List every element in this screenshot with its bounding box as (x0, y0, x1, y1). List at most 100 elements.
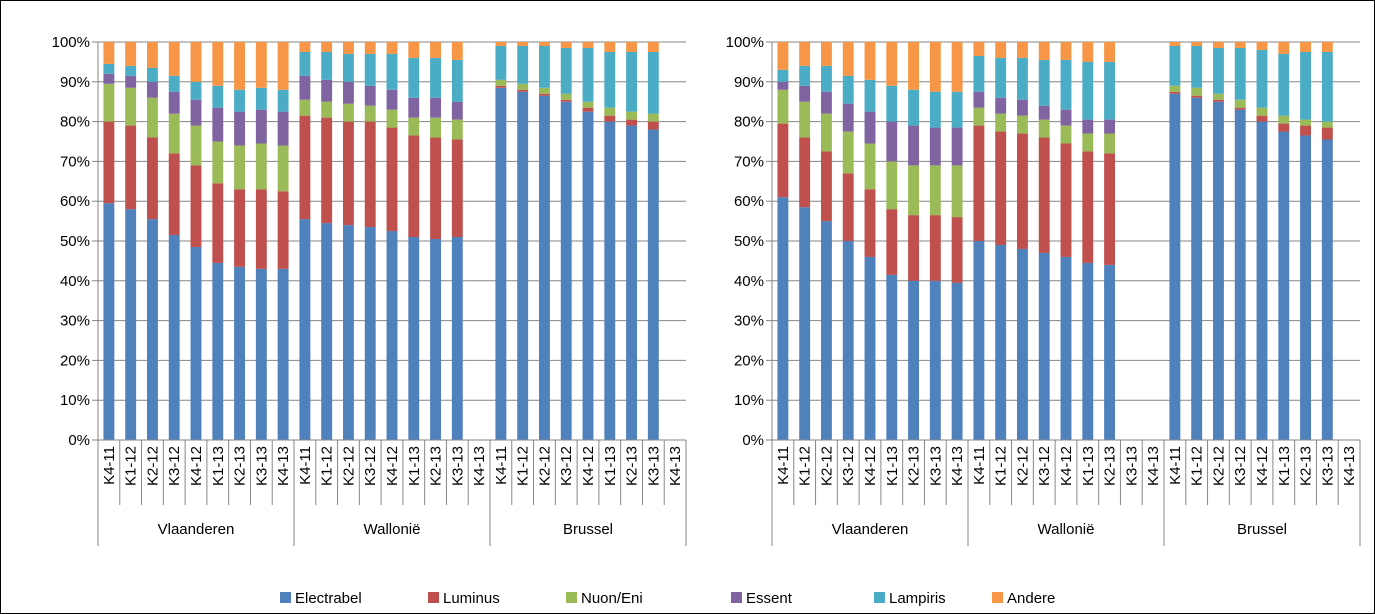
bar-segment-nuoneni (517, 83, 529, 90)
x-category-label: K2-13 (428, 446, 445, 486)
bar-segment-andere (364, 42, 376, 54)
bar-segment-luminus (255, 189, 267, 269)
bar-segment-luminus (539, 93, 550, 96)
bar-segment-lampiris (168, 75, 180, 92)
bar-segment-luminus (125, 125, 137, 210)
x-category-label: K4-12 (1058, 446, 1075, 486)
bar-segment-essent (908, 125, 919, 166)
bar-segment-lampiris (299, 51, 311, 76)
bar-segment-electrabel (1017, 248, 1028, 440)
bar-segment-andere (408, 42, 420, 58)
bar-segment-luminus (626, 119, 637, 126)
bar-segment-essent (864, 111, 876, 144)
bar-segment-electrabel (430, 239, 441, 440)
bar-segment-lampiris (951, 91, 963, 128)
bar-segment-lampiris (1038, 59, 1050, 106)
x-category-label: K3-13 (253, 446, 270, 486)
bar-segment-essent (386, 89, 398, 110)
bar-segment-luminus (1191, 95, 1203, 98)
x-category-label: K1-12 (993, 446, 1010, 486)
bar-segment-andere (864, 42, 876, 80)
bar-segment-essent (147, 81, 158, 98)
bar-segment-lampiris (1104, 61, 1115, 120)
bar-segment-luminus (1104, 153, 1115, 265)
x-category-label: K2-13 (624, 446, 641, 486)
bar-segment-electrabel (1082, 262, 1094, 440)
bar-segment-lampiris (125, 65, 137, 76)
bar-segment-lampiris (517, 45, 529, 84)
y-tick-label: 70% (734, 153, 764, 170)
bar-segment-luminus (951, 217, 963, 283)
bar-segment-electrabel (908, 280, 919, 440)
y-tick-label: 10% (734, 392, 764, 409)
x-category-label: K3-13 (1319, 446, 1336, 486)
bar-segment-andere (277, 42, 289, 90)
bar-segment-electrabel (973, 241, 985, 440)
bar-segment-luminus (1017, 133, 1028, 249)
bar-segment-essent (1060, 109, 1072, 126)
x-category-label: K2-12 (340, 446, 357, 486)
bar-segment-essent (430, 97, 441, 118)
x-category-label: K3-12 (840, 446, 857, 486)
bar-segment-electrabel (1321, 139, 1333, 440)
bar-segment-electrabel (647, 129, 659, 440)
bar-segment-lampiris (495, 45, 507, 80)
legend-label: Lampiris (889, 590, 946, 607)
x-category-label: K4-12 (1254, 446, 1271, 486)
x-category-label: K3-13 (449, 446, 466, 486)
group-label: Wallonië (1038, 521, 1095, 538)
chart-panel-2: 0% 10% 20% 30% 40% 50% 60% 70% 80% 90% 100% K4-11 K1… (726, 34, 1361, 546)
x-category-label: K2-13 (232, 446, 249, 486)
bar-segment-lampiris (1082, 61, 1094, 120)
bar-segment-andere (1017, 42, 1028, 58)
bar-segment-nuoneni (495, 79, 507, 86)
bar-segment-lampiris (908, 89, 919, 126)
legend-label: Nuon/Eni (581, 590, 643, 607)
bar-segment-andere (430, 42, 441, 58)
bar-segment-lampiris (343, 53, 354, 82)
bar-segment-luminus (451, 139, 463, 238)
bar-segment-electrabel (582, 111, 594, 441)
bar-segment-luminus (168, 153, 180, 236)
bar-segment-nuoneni (582, 101, 594, 108)
bar-segment-essent (1082, 119, 1094, 134)
bar-segment-essent (842, 103, 854, 132)
bar-segment-luminus (1213, 99, 1224, 102)
bar-segment-luminus (1321, 127, 1333, 140)
bar-segment-andere (582, 42, 594, 48)
x-category-label: K1-12 (1189, 446, 1206, 486)
bar-segment-luminus (582, 107, 594, 112)
x-category-label: K4-11 (493, 446, 510, 485)
bar-segment-electrabel (886, 274, 898, 440)
bar-segment-andere (103, 42, 115, 64)
bar-segment-andere (604, 42, 616, 52)
y-tick-label: 100% (52, 34, 90, 51)
bar-segment-electrabel (1213, 101, 1224, 440)
x-category-label: K4-11 (1167, 446, 1184, 485)
x-category-label: K4-13 (1341, 446, 1358, 486)
bar-segment-electrabel (495, 87, 507, 441)
legend-swatch (874, 592, 885, 603)
bar-segment-lampiris (864, 79, 876, 112)
x-category-label: K2-13 (906, 446, 923, 486)
bar-segment-lampiris (582, 47, 594, 102)
x-category-label: K1-13 (884, 446, 901, 486)
bar-segment-luminus (517, 89, 529, 92)
bar-segment-lampiris (364, 53, 376, 86)
bar-segment-luminus (343, 121, 354, 226)
legend-label: Luminus (443, 590, 500, 607)
bar-segment-andere (539, 42, 550, 46)
bar-segment-electrabel (777, 197, 789, 440)
bar-segment-andere (1213, 42, 1224, 48)
bar-segment-andere (1321, 42, 1333, 52)
bar-segment-electrabel (147, 219, 158, 440)
x-category-label: K1-12 (319, 446, 336, 486)
bar-segment-lampiris (821, 65, 832, 92)
bar-segment-luminus (1169, 91, 1181, 94)
bar-segment-nuoneni (1017, 115, 1028, 134)
bar-segment-luminus (1300, 125, 1311, 136)
bar-segment-luminus (1256, 115, 1268, 122)
bar-segment-electrabel (1278, 131, 1290, 441)
bar-segment-nuoneni (647, 113, 659, 122)
x-category-label: K2-12 (818, 446, 835, 486)
